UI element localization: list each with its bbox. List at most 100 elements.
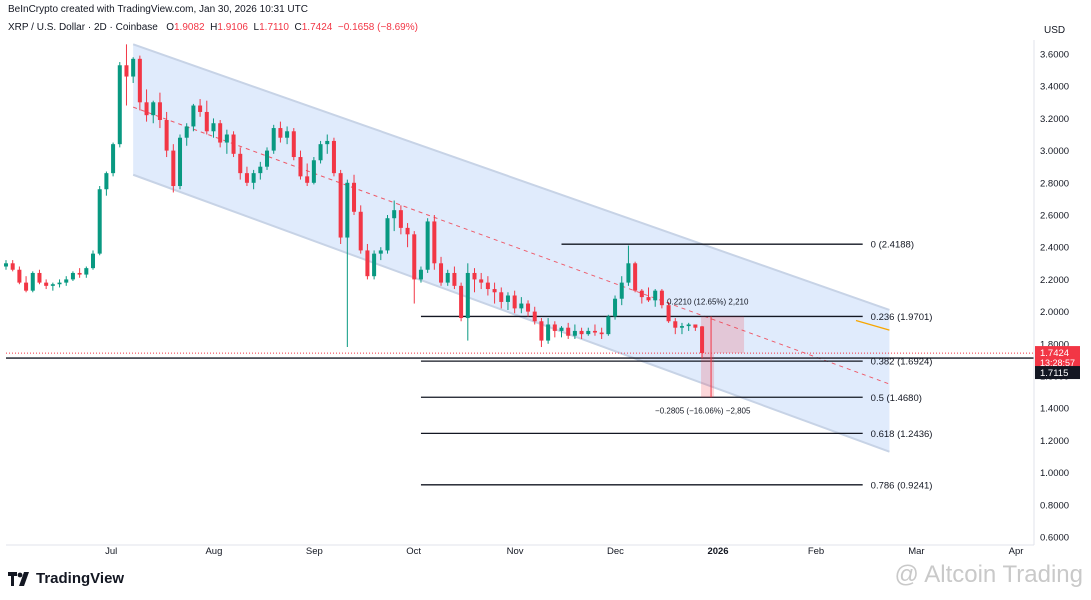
y-tick-label: 3.6000 bbox=[1040, 50, 1069, 61]
tradingview-brand[interactable]: TradingView bbox=[8, 570, 124, 587]
candle-body bbox=[305, 176, 310, 183]
candle-body bbox=[224, 134, 229, 143]
candle-body bbox=[666, 305, 671, 322]
candle-body bbox=[613, 298, 618, 317]
candle-body bbox=[532, 311, 537, 322]
candle-body bbox=[144, 102, 149, 116]
y-tick-label: 2.2000 bbox=[1040, 275, 1069, 286]
candle-body bbox=[358, 211, 363, 251]
y-tick-label: 0.6000 bbox=[1040, 533, 1069, 544]
candle-body bbox=[298, 157, 303, 177]
y-tick-label: 0.8000 bbox=[1040, 500, 1069, 511]
candle-body bbox=[124, 65, 129, 77]
y-tick-label: 1.4000 bbox=[1040, 404, 1069, 415]
candle-body bbox=[639, 290, 644, 298]
channel-upper-line bbox=[132, 43, 890, 311]
candle-body bbox=[659, 290, 664, 306]
candle-body bbox=[579, 330, 584, 335]
x-tick-label: Feb bbox=[808, 546, 824, 557]
candle-body bbox=[392, 210, 397, 219]
y-tick-label: 2.0000 bbox=[1040, 307, 1069, 318]
y-tick-label: 1.2000 bbox=[1040, 436, 1069, 447]
candle-body bbox=[679, 326, 684, 328]
trend-segment bbox=[855, 319, 890, 331]
candle-body bbox=[111, 144, 116, 174]
candle-body bbox=[479, 279, 484, 283]
candle-body bbox=[265, 150, 270, 167]
tradingview-logo-icon bbox=[8, 571, 29, 586]
x-tick-label: Apr bbox=[1009, 546, 1024, 557]
candle-body bbox=[325, 140, 330, 145]
candle-body bbox=[311, 160, 316, 183]
y-tick-label: 1.0000 bbox=[1040, 468, 1069, 479]
candle-body bbox=[472, 272, 477, 280]
x-tick-label: Dec bbox=[607, 546, 624, 557]
support-price-tag bbox=[1035, 366, 1080, 380]
candle-body bbox=[693, 324, 698, 328]
candle-body bbox=[151, 102, 156, 116]
candle-body bbox=[218, 123, 223, 143]
candle-body bbox=[231, 134, 236, 154]
symbol-title[interactable]: XRP / U.S. Dollar · 2D · Coinbase bbox=[8, 22, 158, 33]
candle-body bbox=[405, 227, 410, 235]
candle-body bbox=[137, 58, 142, 103]
chart-attribution: BeInCrypto created with TradingView.com,… bbox=[8, 4, 308, 15]
change-value: −0.1658 (−8.69%) bbox=[337, 22, 418, 33]
candle-body bbox=[599, 332, 604, 335]
candle-body bbox=[673, 321, 678, 328]
candle-body bbox=[418, 269, 423, 280]
candle-body bbox=[77, 272, 82, 275]
open-value: 1.9082 bbox=[174, 22, 205, 33]
candle-body bbox=[117, 65, 122, 145]
candle-body bbox=[178, 137, 183, 187]
candle-body bbox=[10, 263, 15, 270]
candle-body bbox=[191, 105, 196, 127]
candle-body bbox=[44, 282, 49, 286]
y-tick-label: 2.4000 bbox=[1040, 243, 1069, 254]
symbol-info-bar: XRP / U.S. Dollar · 2D · Coinbase O1.908… bbox=[8, 22, 418, 33]
candle-body bbox=[492, 289, 497, 293]
candle-body bbox=[198, 105, 203, 112]
candle-body bbox=[17, 269, 22, 283]
candle-body bbox=[84, 268, 89, 275]
candle-body bbox=[131, 58, 136, 77]
candle-body bbox=[459, 285, 464, 319]
candle-body bbox=[164, 120, 169, 151]
candle-body bbox=[539, 321, 544, 341]
y-tick-label: 2.6000 bbox=[1040, 211, 1069, 222]
candle-body bbox=[425, 221, 430, 270]
fib-level-label: 0.236 (1.9701) bbox=[871, 312, 933, 323]
measure-down-box bbox=[701, 353, 715, 398]
candle-body bbox=[318, 144, 323, 161]
candle-body bbox=[64, 279, 69, 283]
candle-body bbox=[211, 123, 216, 132]
candle-body bbox=[271, 128, 276, 151]
candle-body bbox=[452, 272, 457, 286]
measure-up-box bbox=[701, 316, 745, 354]
candle-body bbox=[519, 303, 524, 309]
candle-body bbox=[465, 272, 470, 319]
candle-body bbox=[184, 126, 189, 138]
candle-body bbox=[50, 284, 55, 286]
channel-midline bbox=[132, 106, 890, 385]
fib-level-label: 0.382 (1.6924) bbox=[871, 357, 933, 368]
candle-body bbox=[526, 303, 531, 312]
candle-body bbox=[24, 282, 29, 291]
x-tick-label: Mar bbox=[908, 546, 924, 557]
high-label: H bbox=[210, 22, 218, 33]
x-tick-label: Aug bbox=[205, 546, 222, 557]
candle-body bbox=[439, 263, 444, 283]
candle-body bbox=[285, 131, 290, 138]
high-value: 1.9106 bbox=[217, 22, 248, 33]
y-tick-label: 3.4000 bbox=[1040, 82, 1069, 93]
measure-down-label: −0.2805 (−16.06%) −2,805 bbox=[655, 406, 751, 415]
candle-body bbox=[505, 295, 510, 302]
x-tick-label: 2026 bbox=[707, 546, 728, 557]
candle-body bbox=[70, 272, 75, 280]
y-tick-label: 3.0000 bbox=[1040, 146, 1069, 157]
candle-countdown: 13:28:57 bbox=[1040, 358, 1075, 368]
candle-body bbox=[499, 292, 504, 302]
x-tick-label: Nov bbox=[507, 546, 524, 557]
candle-body bbox=[686, 324, 691, 327]
